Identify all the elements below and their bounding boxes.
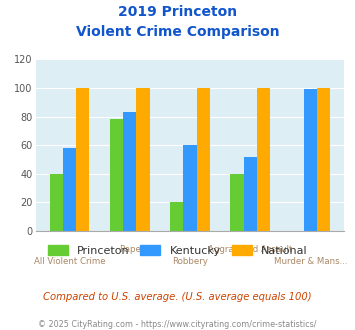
Text: Murder & Mans...: Murder & Mans... [274,257,347,266]
Bar [304,89,317,231]
Text: Rape: Rape [119,245,141,254]
Text: Violent Crime Comparison: Violent Crime Comparison [76,25,279,39]
Bar [110,119,123,231]
Bar [63,148,76,231]
Bar [123,112,136,231]
Bar [197,88,210,231]
Text: Aggravated Assault: Aggravated Assault [208,245,293,254]
Bar [183,145,197,231]
Legend: Princeton, Kentucky, National: Princeton, Kentucky, National [43,241,312,260]
Bar [170,202,183,231]
Text: 2019 Princeton: 2019 Princeton [118,5,237,19]
Bar [230,174,244,231]
Bar [317,88,330,231]
Text: All Violent Crime: All Violent Crime [34,257,105,266]
Bar [50,174,63,231]
Bar [76,88,89,231]
Text: Compared to U.S. average. (U.S. average equals 100): Compared to U.S. average. (U.S. average … [43,292,312,302]
Bar [136,88,149,231]
Bar [257,88,270,231]
Text: © 2025 CityRating.com - https://www.cityrating.com/crime-statistics/: © 2025 CityRating.com - https://www.city… [38,320,317,329]
Bar [244,157,257,231]
Text: Robbery: Robbery [172,257,208,266]
